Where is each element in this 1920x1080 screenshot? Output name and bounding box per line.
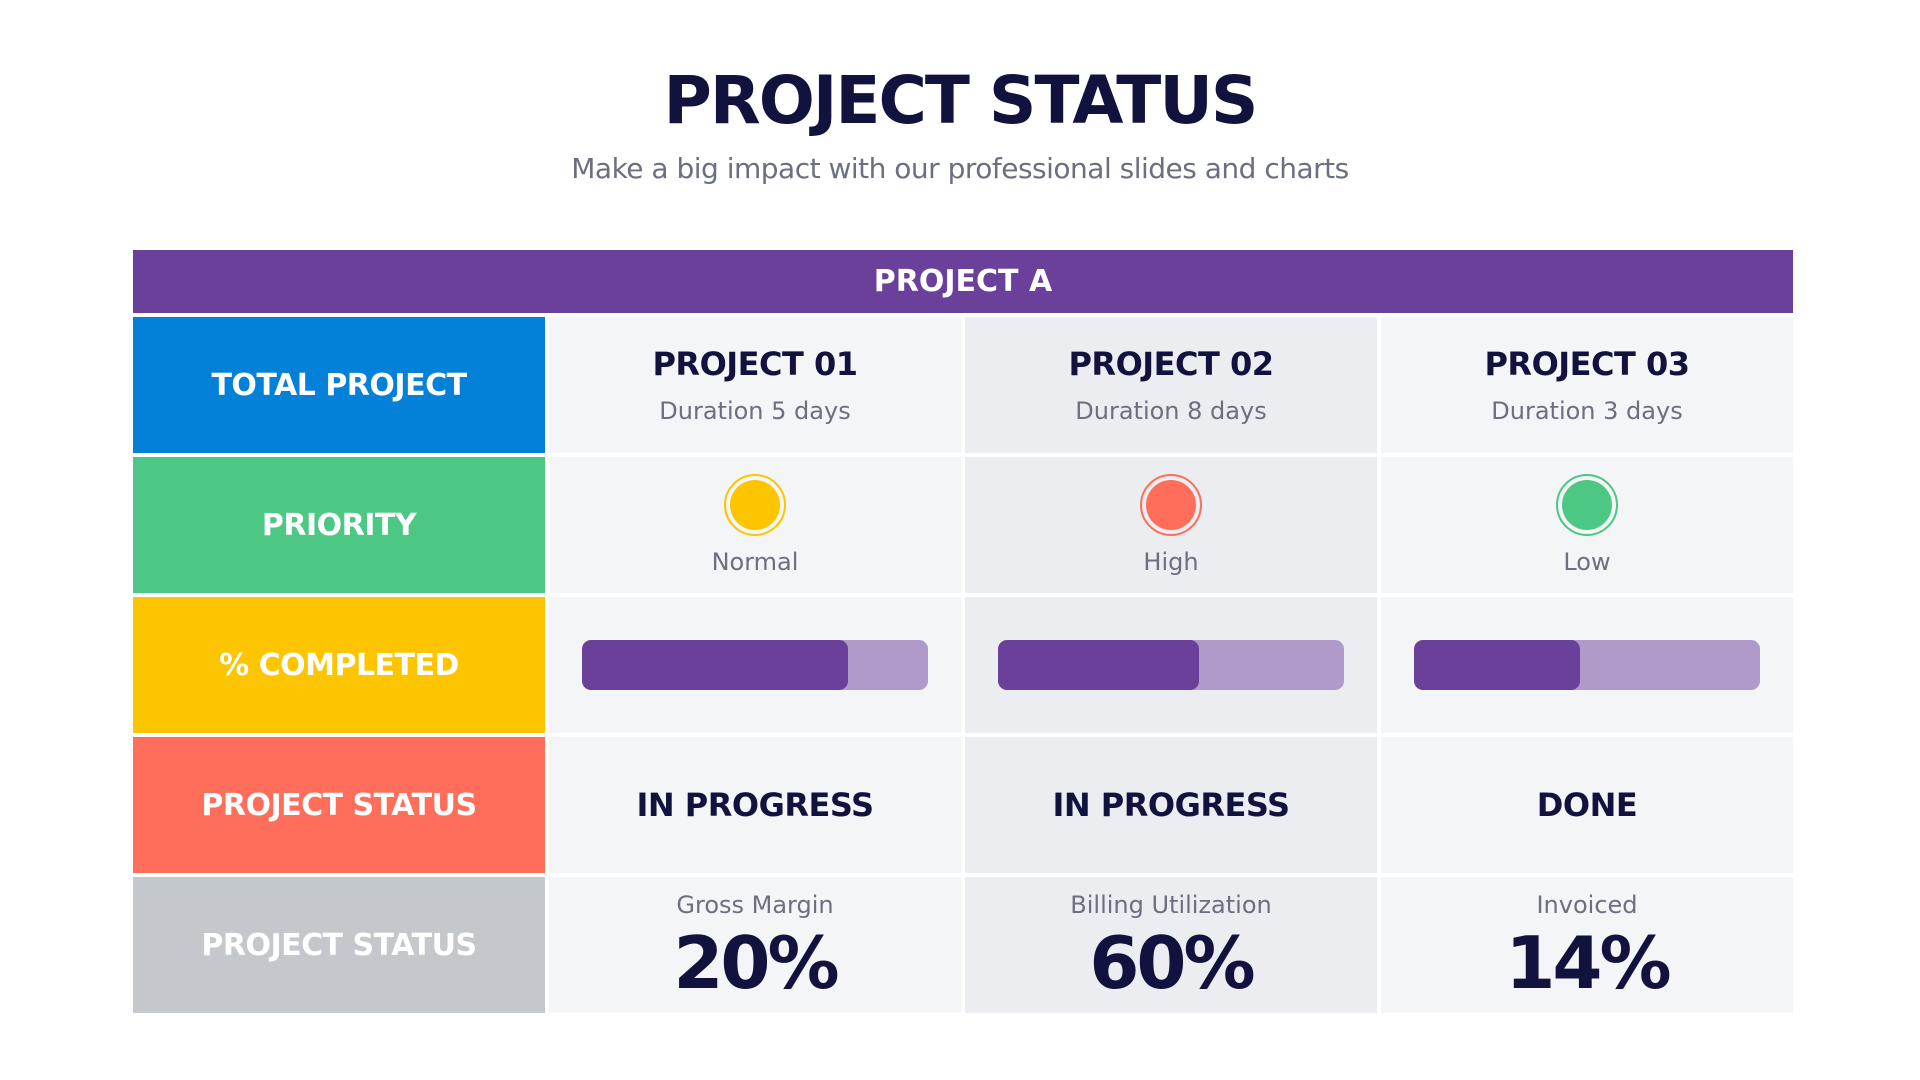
progress-bar <box>998 640 1199 690</box>
progress-track <box>998 640 1344 690</box>
priority-dot <box>1146 480 1196 530</box>
cell: PROJECT 01 Duration 5 days <box>549 317 961 453</box>
metric-value: 20% <box>673 921 839 1005</box>
priority-ring <box>724 474 786 536</box>
cell: IN PROGRESS <box>965 737 1377 873</box>
row-label: PRIORITY <box>133 457 545 593</box>
title: PROJECT STATUS <box>663 62 1259 139</box>
cell: PROJECT 03 Duration 3 days <box>1381 317 1793 453</box>
duration: Duration 3 days <box>1491 397 1683 425</box>
status-table: PROJECT A TOTAL PROJECT PROJECT 01 Duratio… <box>133 250 1793 1013</box>
progress-track <box>1414 640 1760 690</box>
cell: Billing Utilization 60% <box>965 877 1377 1013</box>
cell: Normal <box>549 457 961 593</box>
project-name: PROJECT 03 <box>1484 345 1690 383</box>
metric-label: Invoiced <box>1536 891 1638 919</box>
progress-bar <box>1414 640 1581 690</box>
row-label: PROJECT STATUS <box>133 877 545 1013</box>
cell: DONE <box>1381 737 1793 873</box>
duration: Duration 5 days <box>659 397 851 425</box>
row-label: TOTAL PROJECT <box>133 317 545 453</box>
subtitle: Make a big impact with our professional … <box>571 152 1349 185</box>
row-label: % COMPLETED <box>133 597 545 733</box>
project-name: PROJECT 01 <box>652 345 858 383</box>
group-header: PROJECT A <box>133 250 1793 313</box>
cell: Gross Margin 20% <box>549 877 961 1013</box>
cell: Low <box>1381 457 1793 593</box>
cell <box>549 597 961 733</box>
priority-label: Low <box>1563 548 1611 576</box>
cell: High <box>965 457 1377 593</box>
cell <box>1381 597 1793 733</box>
metric-value: 60% <box>1089 921 1255 1005</box>
metric-label: Billing Utilization <box>1070 891 1272 919</box>
cell <box>965 597 1377 733</box>
status: IN PROGRESS <box>636 786 874 824</box>
row-label: PROJECT STATUS <box>133 737 545 873</box>
priority-ring <box>1140 474 1202 536</box>
status: IN PROGRESS <box>1052 786 1290 824</box>
cell: PROJECT 02 Duration 8 days <box>965 317 1377 453</box>
progress-track <box>582 640 928 690</box>
project-name: PROJECT 02 <box>1068 345 1274 383</box>
priority-dot <box>1562 480 1612 530</box>
status: DONE <box>1536 786 1638 824</box>
metric-label: Gross Margin <box>676 891 834 919</box>
priority-ring <box>1556 474 1618 536</box>
priority-label: Normal <box>711 548 799 576</box>
progress-bar <box>582 640 849 690</box>
cell: Invoiced 14% <box>1381 877 1793 1013</box>
priority-label: High <box>1143 548 1199 576</box>
cell: IN PROGRESS <box>549 737 961 873</box>
duration: Duration 8 days <box>1075 397 1267 425</box>
priority-dot <box>730 480 780 530</box>
metric-value: 14% <box>1505 921 1671 1005</box>
